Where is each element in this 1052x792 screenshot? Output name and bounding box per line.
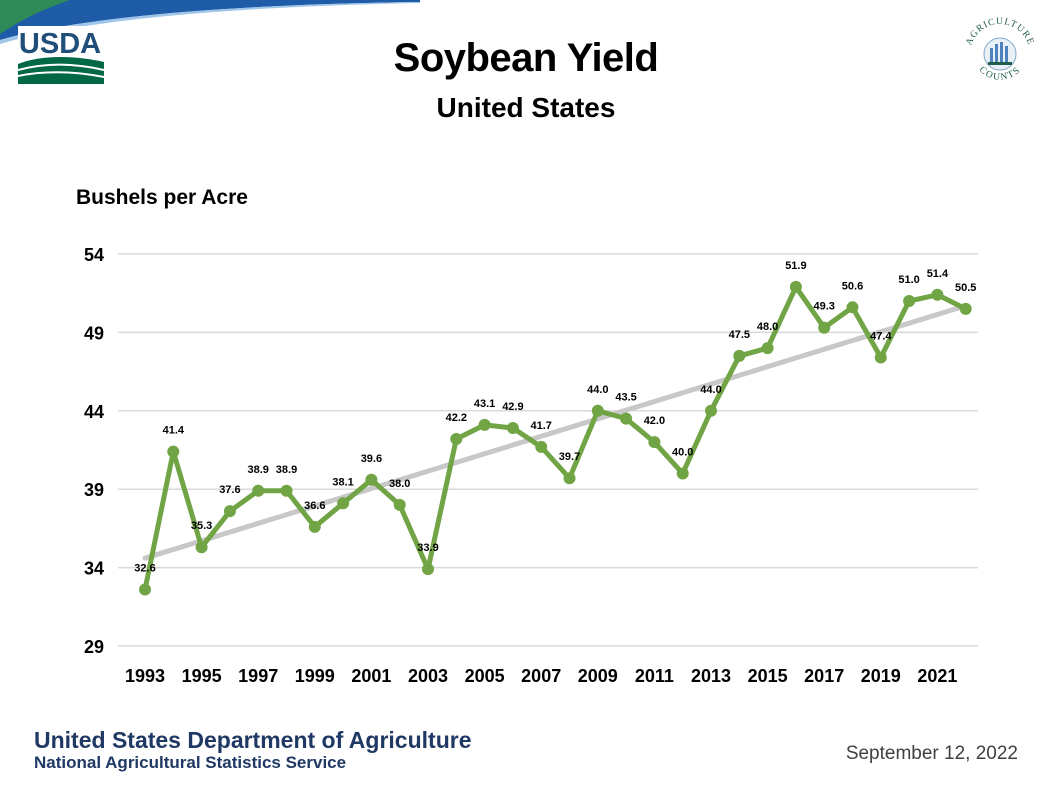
report-date: September 12, 2022 <box>845 743 1018 764</box>
data-label: 51.9 <box>785 260 806 272</box>
data-point <box>478 418 491 431</box>
x-tick-label: 1999 <box>295 666 335 686</box>
data-label: 41.7 <box>530 420 551 432</box>
data-point <box>846 301 859 314</box>
data-point <box>903 295 916 308</box>
data-label: 38.1 <box>332 476 353 488</box>
data-label: 50.5 <box>955 282 976 294</box>
data-label: 39.7 <box>559 451 580 463</box>
usda-logo: USDA <box>18 26 104 84</box>
x-tick-label: 2001 <box>351 666 391 686</box>
data-label: 47.5 <box>729 329 750 341</box>
trend-line <box>142 303 969 561</box>
data-point <box>422 563 434 576</box>
data-label: 50.6 <box>842 280 863 292</box>
y-tick-label: 44 <box>84 402 104 422</box>
data-label: 51.4 <box>927 268 949 280</box>
x-tick-label: 1995 <box>182 666 222 686</box>
data-point <box>393 498 406 511</box>
x-tick-label: 2005 <box>465 666 505 686</box>
data-label: 41.4 <box>163 425 185 437</box>
data-point <box>818 321 831 334</box>
x-tick-label: 1997 <box>238 666 278 686</box>
data-label: 42.2 <box>446 412 467 424</box>
data-point <box>789 280 802 293</box>
data-label: 51.0 <box>898 274 919 286</box>
data-point <box>308 520 321 533</box>
data-point <box>167 445 180 458</box>
data-point <box>252 484 265 497</box>
x-tick-label: 2009 <box>578 666 618 686</box>
chart-subtitle: United States <box>436 92 616 123</box>
data-point <box>139 583 151 596</box>
x-tick-label: 2015 <box>748 666 788 686</box>
footer-org-name: United States Department of Agriculture <box>34 727 472 753</box>
data-point <box>195 541 208 554</box>
data-label: 40.0 <box>672 447 693 459</box>
data-point <box>959 302 972 315</box>
data-point <box>874 351 887 364</box>
data-point <box>337 497 350 510</box>
data-point <box>365 473 378 486</box>
data-label: 43.1 <box>474 398 495 410</box>
data-point <box>223 505 236 518</box>
x-tick-label: 2019 <box>861 666 901 686</box>
y-tick-label: 39 <box>84 480 104 500</box>
data-point <box>535 440 548 453</box>
data-point <box>648 436 661 449</box>
y-tick-label: 34 <box>84 559 104 579</box>
data-label: 38.0 <box>389 478 410 490</box>
data-point <box>280 484 293 497</box>
x-tick-label: 2011 <box>635 666 674 686</box>
data-point <box>591 404 604 417</box>
data-label: 38.9 <box>276 464 297 476</box>
data-label: 36.6 <box>304 500 325 512</box>
data-point <box>761 342 774 355</box>
data-label: 35.3 <box>191 520 212 532</box>
data-label: 39.6 <box>361 453 382 465</box>
data-point <box>450 433 463 446</box>
data-point <box>931 288 944 301</box>
data-point <box>563 472 576 485</box>
y-axis-label: Bushels per Acre <box>76 186 248 209</box>
data-label: 43.5 <box>615 392 636 404</box>
data-point <box>733 349 746 362</box>
data-label: 32.6 <box>134 563 155 575</box>
y-tick-label: 49 <box>84 323 104 343</box>
footer-service-name: National Agricultural Statistics Service <box>34 753 347 772</box>
x-tick-label: 1993 <box>125 666 165 686</box>
data-label: 44.0 <box>587 384 608 396</box>
x-tick-label: 2013 <box>691 666 731 686</box>
data-label: 37.6 <box>219 484 240 496</box>
chart-title: Soybean Yield <box>393 36 659 80</box>
data-point <box>676 467 689 480</box>
x-tick-label: 2003 <box>408 666 448 686</box>
usda-logo-text: USDA <box>19 28 101 60</box>
agriculture-counts-logo: AGRICULTURE COUNTS <box>965 17 1035 83</box>
data-point <box>620 412 633 425</box>
data-label: 48.0 <box>757 321 778 333</box>
data-label: 44.0 <box>700 384 721 396</box>
x-tick-label: 2017 <box>804 666 844 686</box>
x-tick-label: 2021 <box>917 666 957 686</box>
data-point <box>705 404 717 417</box>
header-stripes <box>0 0 420 44</box>
data-label: 49.3 <box>813 301 834 313</box>
data-label: 47.4 <box>870 330 892 342</box>
data-label: 42.0 <box>644 415 665 427</box>
data-point <box>506 422 519 435</box>
data-label: 33.9 <box>417 542 438 554</box>
data-label: 38.9 <box>247 464 268 476</box>
y-tick-label: 29 <box>84 637 104 657</box>
data-label: 42.9 <box>502 401 523 413</box>
y-tick-label: 54 <box>84 245 104 265</box>
x-tick-label: 2007 <box>521 666 561 686</box>
